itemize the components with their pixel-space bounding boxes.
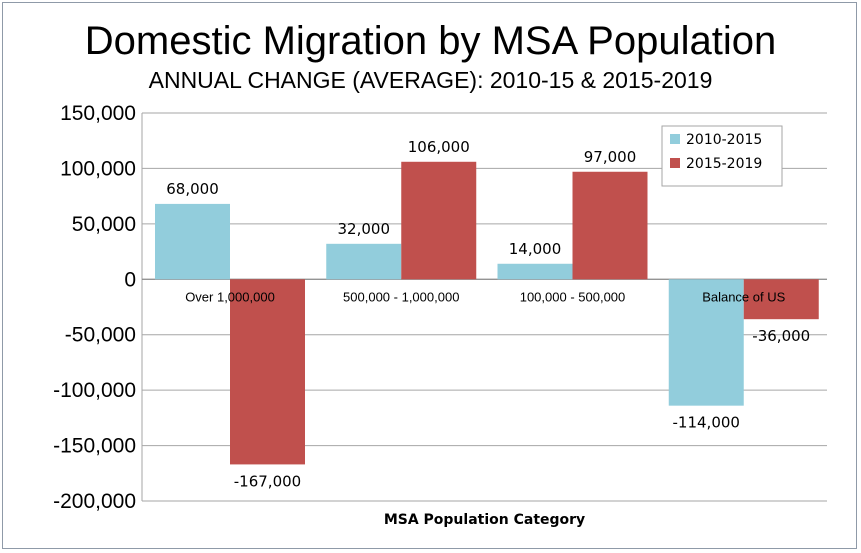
data-label: -36,000 [752,327,810,345]
bar-a-1 [326,243,402,280]
legend-label: 2015-2019 [686,156,762,172]
chart-title: Domestic Migration by MSA Population [84,19,777,63]
data-label: 106,000 [408,138,470,156]
data-label: 97,000 [584,148,637,166]
category-label: 500,000 - 1,000,000 [343,289,459,304]
data-label: 68,000 [166,180,219,198]
y-tick-label: 50,000 [72,213,136,236]
bar-b-2 [572,171,648,280]
data-label: 32,000 [338,220,391,238]
y-tick-label: -150,000 [53,435,136,458]
y-tick-label: -200,000 [53,490,136,513]
chart-subtitle: ANNUAL CHANGE (AVERAGE): 2010-15 & 2015-… [148,67,713,93]
legend-label: 2010-2015 [686,132,762,148]
legend-swatch [670,158,680,168]
category-label: Balance of US [702,289,785,304]
bar-a-0 [155,203,230,280]
data-label: -114,000 [673,414,740,432]
bar-b-1 [401,161,477,280]
y-tick-label: 0 [124,268,136,291]
bar-b-3 [743,279,819,320]
category-label: 100,000 - 500,000 [520,289,626,304]
bar-a-3 [668,279,744,406]
x-axis-label: MSA Population Category [384,512,585,528]
y-tick-label: 150,000 [60,102,136,125]
y-tick-label: -100,000 [53,379,136,402]
bar-a-2 [497,263,573,280]
legend-swatch [670,134,680,144]
data-label: 14,000 [509,240,562,258]
y-tick-label: 100,000 [60,157,136,180]
legend-box [661,125,783,187]
category-label: Over 1,000,000 [185,289,275,304]
bar-b-0 [230,279,305,465]
y-tick-label: -50,000 [65,324,136,347]
data-label: -167,000 [234,472,301,490]
